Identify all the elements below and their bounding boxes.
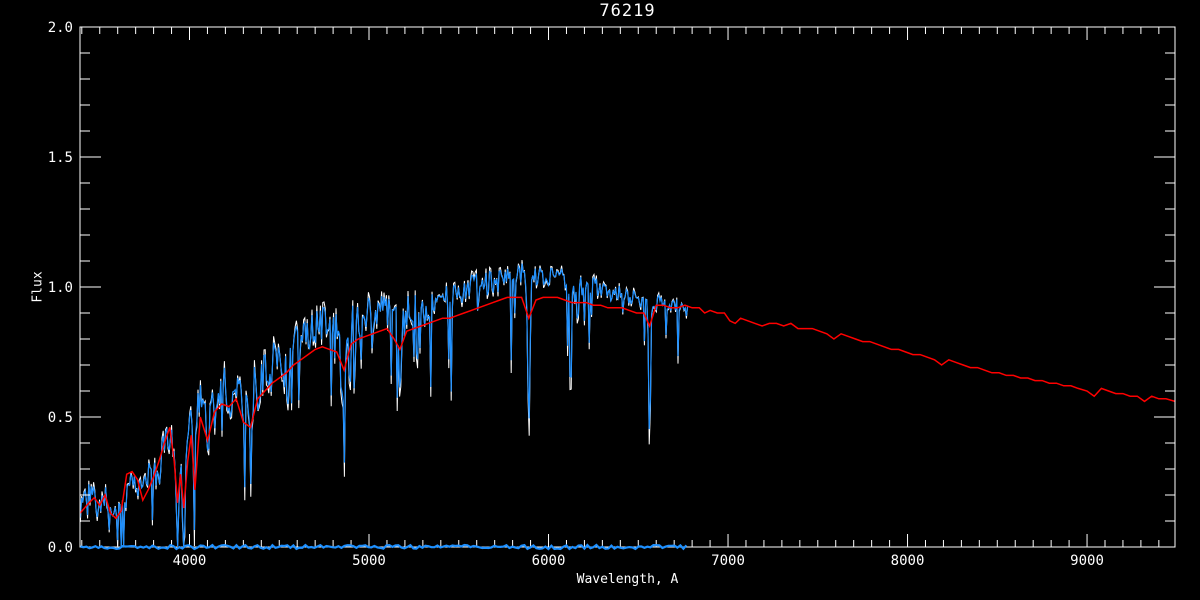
x-tick-label: 6000: [532, 553, 566, 569]
y-tick-label: 0.5: [48, 410, 73, 426]
x-axis-label: Wavelength, A: [576, 572, 679, 587]
y-tick-label: 1.0: [48, 280, 73, 296]
x-tick-label: 5000: [352, 553, 386, 569]
x-tick-label: 4000: [173, 553, 207, 569]
y-tick-label: 1.5: [48, 150, 73, 166]
y-tick-label: 2.0: [48, 20, 73, 36]
x-tick-label: 9000: [1070, 553, 1104, 569]
x-tick-label: 8000: [891, 553, 925, 569]
plot-title: 76219: [599, 1, 656, 21]
x-tick-label: 7000: [711, 553, 745, 569]
y-axis-label: Flux: [30, 271, 46, 303]
y-tick-label: 0.0: [48, 540, 73, 556]
